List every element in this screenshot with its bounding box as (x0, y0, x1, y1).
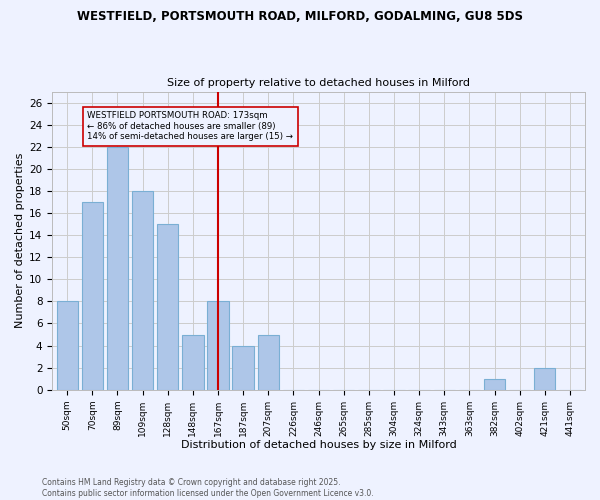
Bar (56, 302, 78, 390)
X-axis label: Distribution of detached houses by size in Milford: Distribution of detached houses by size … (181, 440, 457, 450)
Text: WESTFIELD, PORTSMOUTH ROAD, MILFORD, GODALMING, GU8 5DS: WESTFIELD, PORTSMOUTH ROAD, MILFORD, GOD… (77, 10, 523, 23)
Bar (157, 224, 178, 390)
Bar (182, 334, 203, 390)
Y-axis label: Number of detached properties: Number of detached properties (15, 153, 25, 328)
Text: Contains HM Land Registry data © Crown copyright and database right 2025.
Contai: Contains HM Land Registry data © Crown c… (42, 478, 374, 498)
Bar (257, 334, 279, 390)
Title: Size of property relative to detached houses in Milford: Size of property relative to detached ho… (167, 78, 470, 88)
Bar (484, 378, 505, 390)
Text: WESTFIELD PORTSMOUTH ROAD: 173sqm
← 86% of detached houses are smaller (89)
14% : WESTFIELD PORTSMOUTH ROAD: 173sqm ← 86% … (88, 112, 293, 141)
Bar (132, 191, 154, 390)
Bar (82, 202, 103, 390)
Bar (534, 368, 556, 390)
Bar (208, 302, 229, 390)
Bar (232, 346, 254, 390)
Bar (107, 147, 128, 390)
